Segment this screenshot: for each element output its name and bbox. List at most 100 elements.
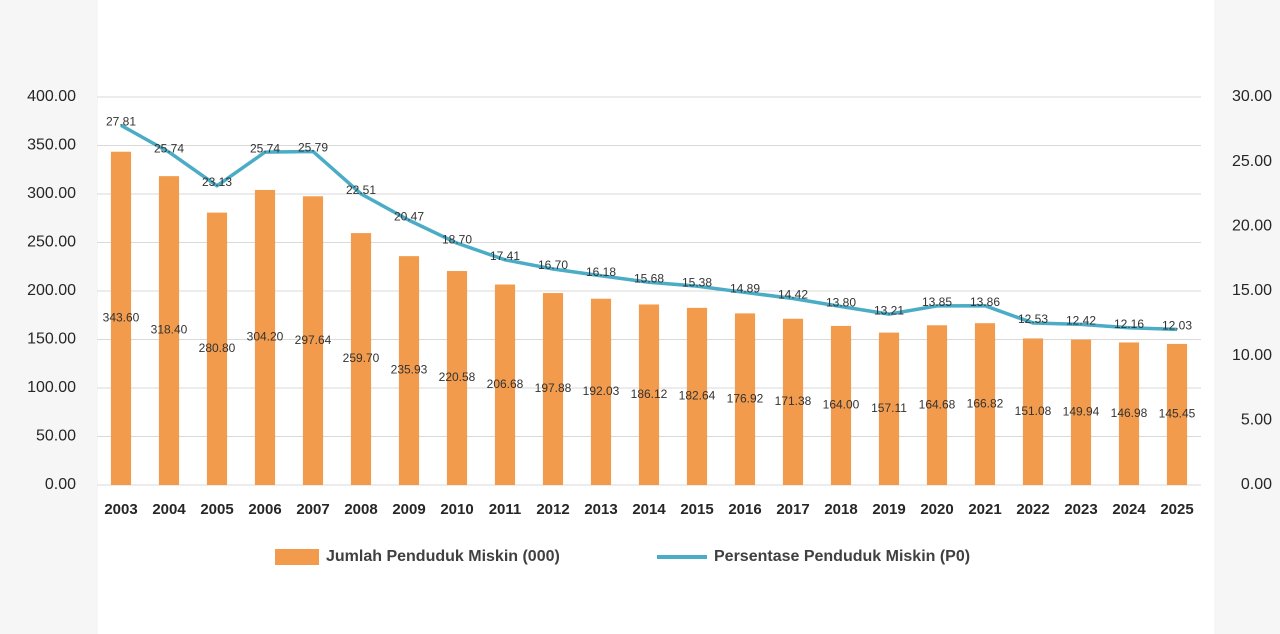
- line-value-label: 25.74: [250, 141, 280, 155]
- x-tick-label: 2024: [1112, 501, 1146, 518]
- y-tick-label: 0.00: [45, 476, 76, 493]
- y-tick-label: 150.00: [27, 331, 76, 348]
- y-tick-label: 400.00: [27, 88, 76, 105]
- bar: [542, 293, 564, 485]
- bar: [1070, 339, 1092, 485]
- bar-value-label: 192.03: [583, 384, 620, 398]
- bar: [302, 196, 324, 486]
- bar-value-label: 149.94: [1063, 404, 1100, 418]
- x-tick-label: 2012: [536, 501, 569, 518]
- y2-tick-label: 10.00: [1232, 347, 1272, 364]
- y2-tick-label: 5.00: [1241, 412, 1272, 429]
- bar: [1118, 342, 1140, 485]
- bar-value-label: 164.00: [823, 398, 860, 412]
- legend-label: Persentase Penduduk Miskin (P0): [714, 548, 970, 565]
- line-value-label: 13.80: [826, 296, 856, 310]
- line: [120, 123, 1178, 332]
- bar: [782, 318, 804, 485]
- bar: [398, 256, 420, 485]
- x-tick-label: 2011: [489, 501, 522, 518]
- bar-value-label: 297.64: [295, 333, 332, 347]
- bar: [686, 307, 708, 485]
- bar: [110, 151, 132, 485]
- line-value-label: 25.74: [154, 141, 184, 155]
- bar-value-label: 166.82: [967, 396, 1004, 410]
- bar-value-label: 164.68: [919, 397, 956, 411]
- bar: [1166, 343, 1188, 485]
- line-value-label: 12.53: [1018, 312, 1048, 326]
- legend-swatch: [275, 549, 319, 565]
- y-tick-label: 200.00: [27, 282, 76, 299]
- y2-tick-label: 15.00: [1232, 282, 1272, 299]
- x-tick-label: 2016: [728, 501, 761, 518]
- line-value-label: 12.42: [1066, 314, 1096, 328]
- legend-label: Jumlah Penduduk Miskin (000): [326, 548, 560, 565]
- bar-value-label: 318.40: [151, 323, 188, 337]
- x-tick-label: 2006: [248, 501, 281, 518]
- x-tick-label: 2013: [584, 501, 617, 518]
- x-tick-label: 2014: [632, 501, 666, 518]
- bar: [830, 325, 852, 485]
- x-tick-label: 2025: [1160, 501, 1193, 518]
- x-tick-label: 2005: [200, 501, 233, 518]
- x-tick-label: 2015: [680, 501, 713, 518]
- bar-value-label: 343.60: [103, 311, 140, 325]
- line-value-label: 14.42: [778, 288, 808, 302]
- line-value-label: 23.13: [202, 175, 232, 189]
- bar: [926, 325, 948, 485]
- bar: [878, 332, 900, 485]
- line-value-label: 17.41: [490, 249, 520, 263]
- bar-value-label: 259.70: [343, 351, 380, 365]
- x-tick-label: 2003: [104, 501, 137, 518]
- line-value-label: 20.47: [394, 209, 424, 223]
- x-tick-label: 2021: [968, 501, 1001, 518]
- y-tick-label: 300.00: [27, 185, 76, 202]
- bar-value-label: 235.93: [391, 363, 428, 377]
- line-value-label: 27.81: [106, 114, 136, 128]
- line-value-label: 13.86: [970, 295, 1000, 309]
- line-value-label: 16.70: [538, 258, 568, 272]
- bar: [350, 233, 372, 485]
- bar: [158, 176, 180, 486]
- line-value-label: 16.18: [586, 265, 616, 279]
- x-tick-label: 2008: [344, 501, 377, 518]
- y2-tick-label: 0.00: [1241, 476, 1272, 493]
- y-tick-label: 350.00: [27, 137, 76, 154]
- y2-tick-label: 25.00: [1232, 153, 1272, 170]
- x-tick-label: 2007: [296, 501, 329, 518]
- x-tick-label: 2020: [920, 501, 953, 518]
- line-value-label: 15.68: [634, 271, 664, 285]
- bar: [734, 313, 756, 485]
- x-tick-label: 2023: [1064, 501, 1097, 518]
- x-tick-label: 2018: [824, 501, 857, 518]
- bar-value-label: 171.38: [775, 394, 812, 408]
- y2-tick-label: 20.00: [1232, 218, 1272, 235]
- bar: [638, 304, 660, 485]
- x-tick-label: 2004: [152, 501, 186, 518]
- y-tick-label: 50.00: [36, 428, 76, 445]
- bar: [494, 284, 516, 485]
- bar-value-label: 151.08: [1015, 404, 1052, 418]
- bar-value-label: 145.45: [1159, 407, 1196, 421]
- line-value-label: 14.89: [730, 282, 760, 296]
- line-value-label: 15.38: [682, 275, 712, 289]
- y-tick-label: 250.00: [27, 234, 76, 251]
- x-tick-label: 2010: [440, 501, 473, 518]
- y-tick-label: 100.00: [27, 379, 76, 396]
- x-tick-label: 2022: [1016, 501, 1049, 518]
- line-value-label: 25.79: [298, 141, 328, 155]
- bar: [1022, 338, 1044, 485]
- bar: [446, 271, 468, 485]
- line-value-label: 18.70: [442, 232, 472, 246]
- x-tick-label: 2009: [392, 501, 425, 518]
- bar-value-label: 206.68: [487, 377, 524, 391]
- line-value-label: 12.03: [1162, 319, 1192, 333]
- bar: [590, 298, 612, 485]
- y2-tick-label: 30.00: [1232, 88, 1272, 105]
- bar: [254, 189, 276, 485]
- bar-value-label: 146.98: [1111, 406, 1148, 420]
- x-tick-label: 2017: [776, 501, 809, 518]
- x-tick-label: 2019: [872, 501, 905, 518]
